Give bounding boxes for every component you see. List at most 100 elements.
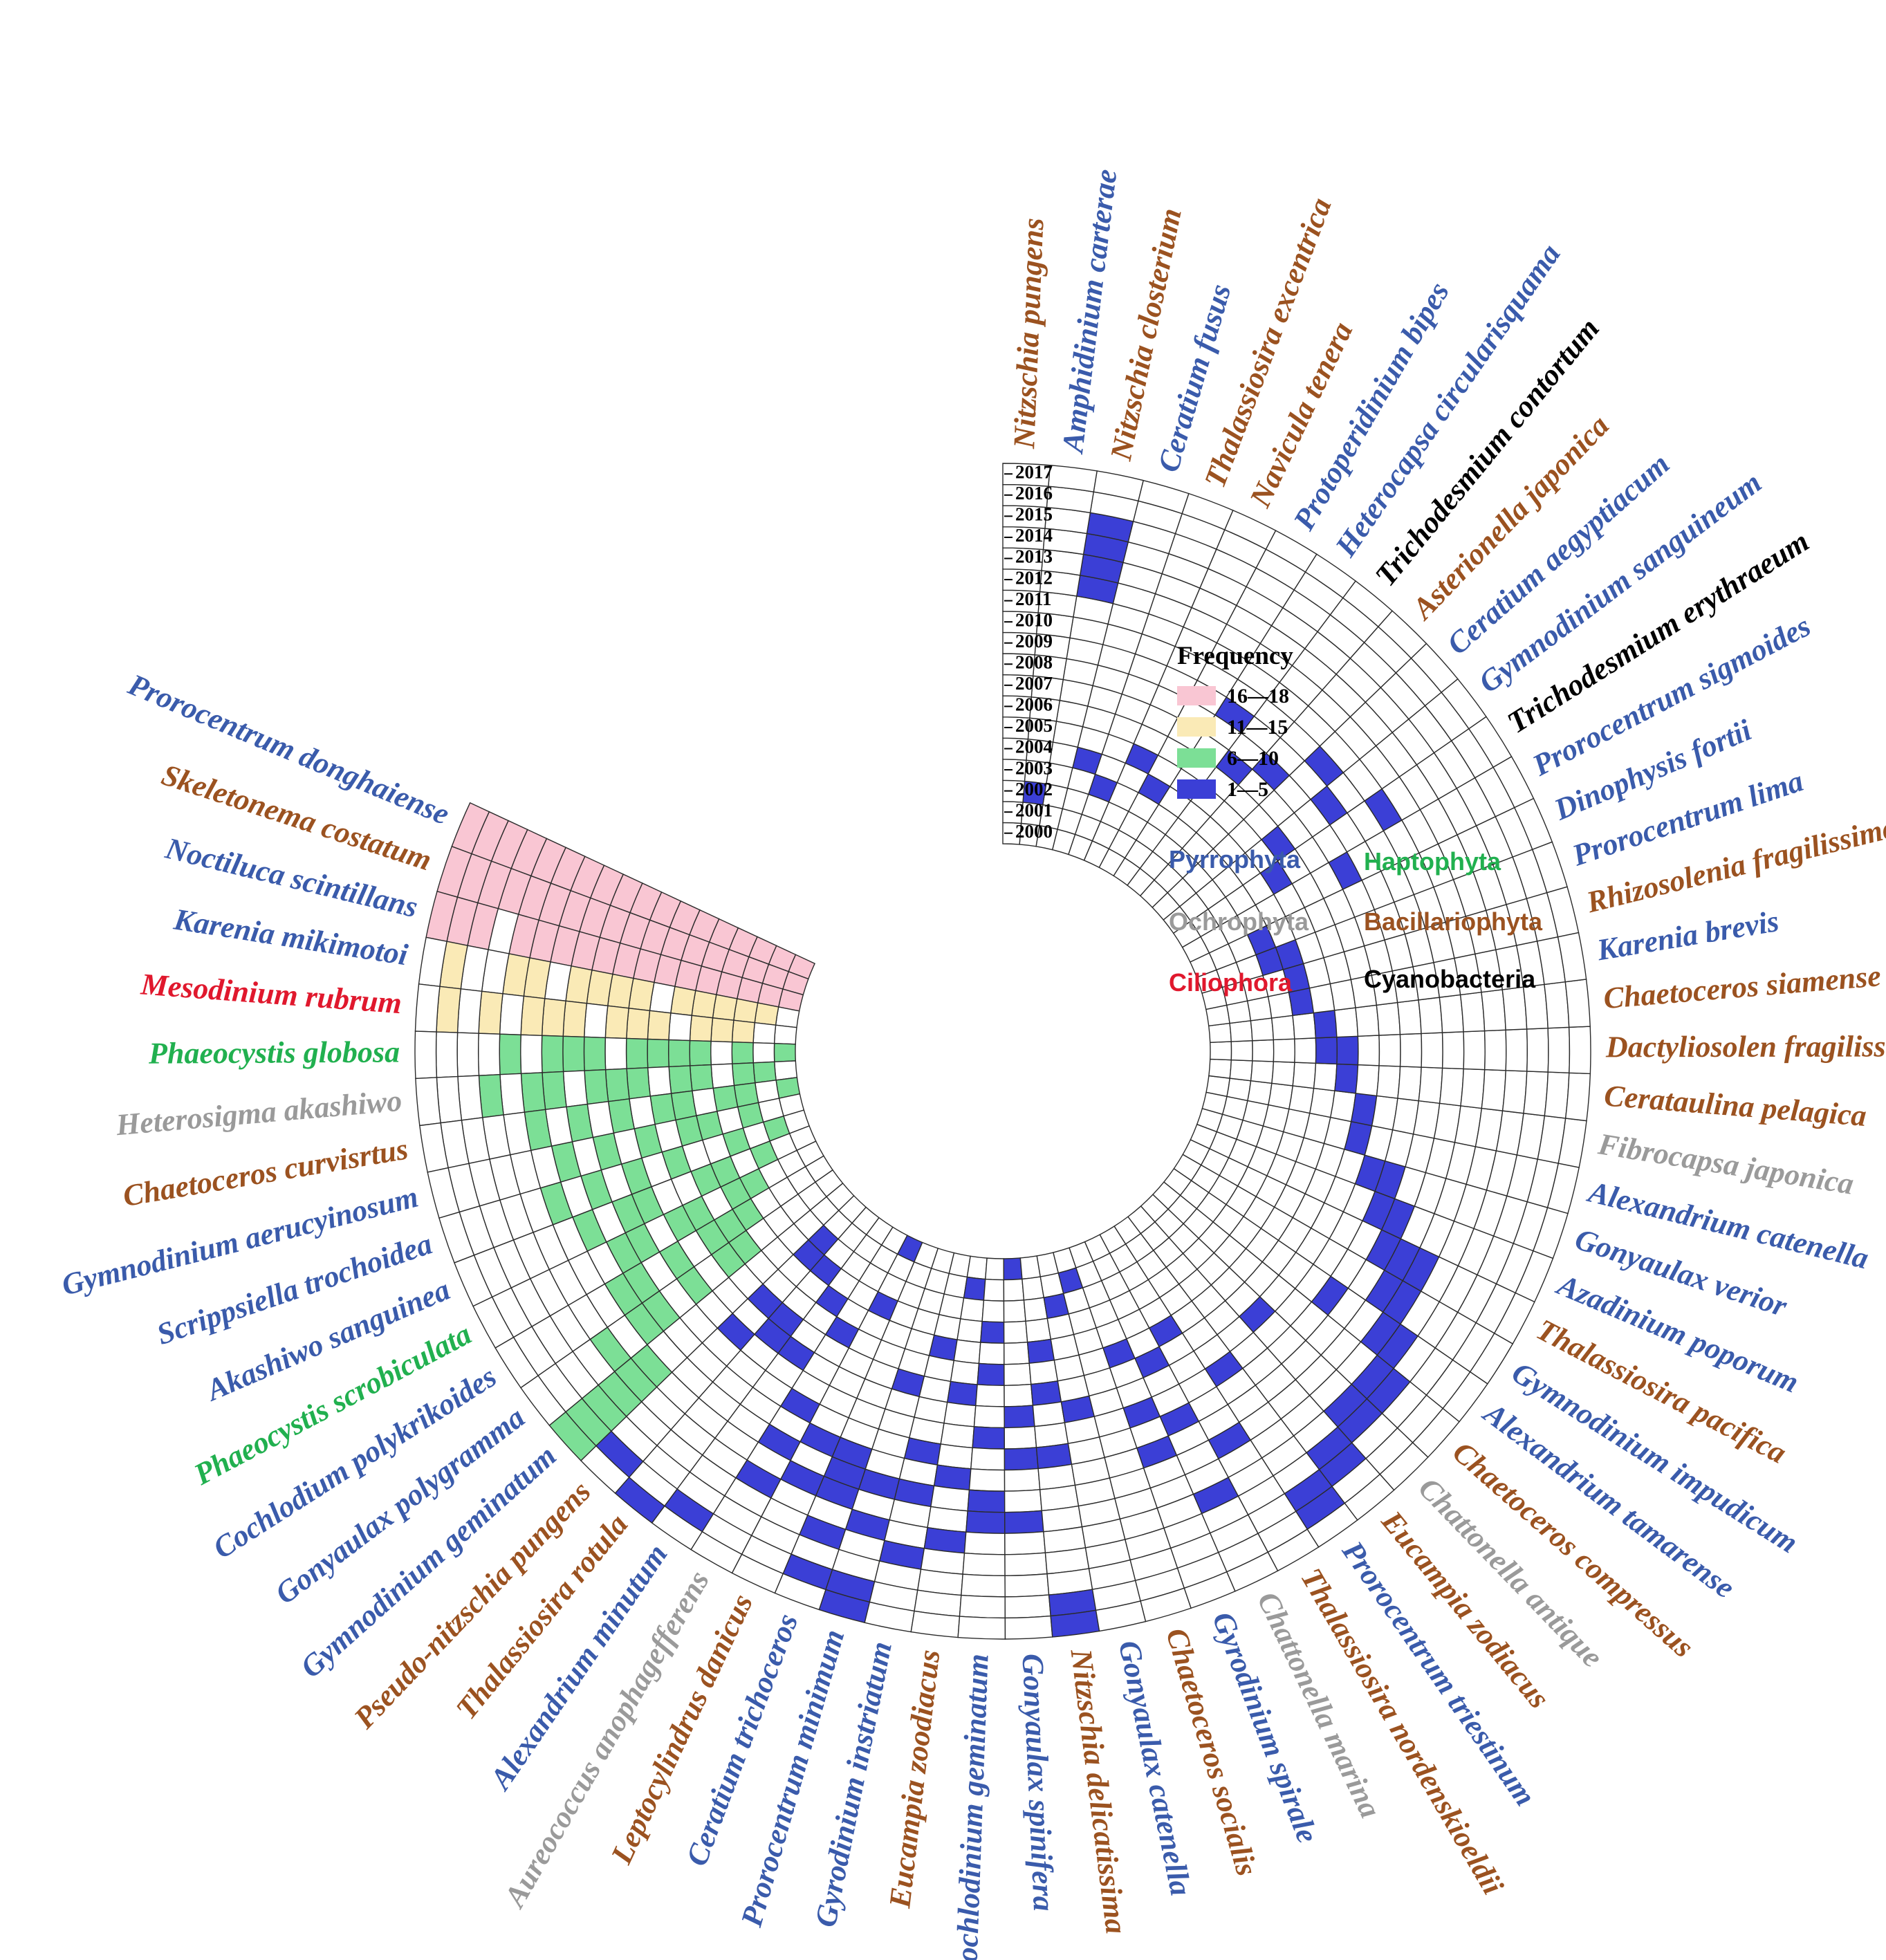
- heatmap-cell: [1441, 678, 1487, 730]
- heatmap-cell: [1004, 1425, 1037, 1450]
- heatmap-cell: [604, 1037, 627, 1071]
- year-label: 2014: [1015, 525, 1053, 546]
- heatmap-cell: [1268, 1082, 1294, 1110]
- heatmap-cell: [1140, 1587, 1192, 1622]
- legend-swatch-16-18: [1177, 686, 1216, 705]
- heatmap-cell: [1513, 797, 1553, 851]
- heatmap-cell: [1355, 1064, 1380, 1097]
- frequency-legend: Frequency 16—18 11—15 6—10 1—5: [1177, 642, 1293, 801]
- heatmap-cell: [1270, 1015, 1295, 1041]
- year-label: 2011: [1015, 589, 1052, 609]
- heatmap-cell: [752, 1061, 777, 1084]
- heatmap-cell: [960, 1297, 985, 1322]
- heatmap-cell: [1226, 1551, 1279, 1592]
- year-label: 2008: [1015, 651, 1053, 672]
- heatmap-cell: [1004, 1468, 1041, 1492]
- heatmap-cell: [472, 1296, 515, 1349]
- heatmap-cell: [1469, 1332, 1514, 1385]
- heatmap-cell: [1468, 716, 1513, 768]
- heatmap-cell: [1481, 1069, 1506, 1111]
- heatmap-cell: [689, 1015, 714, 1042]
- heatmap-cell: [1334, 1063, 1359, 1094]
- heatmap-cell: [1421, 1032, 1443, 1069]
- heatmap-cell: [454, 1255, 493, 1307]
- heatmap-cell: [985, 1257, 1005, 1281]
- heatmap-cell: [731, 1019, 756, 1044]
- heatmap-cell: [959, 1594, 1006, 1619]
- phylum-haptophyta: Haptophyta: [1364, 847, 1501, 876]
- heatmap-cell: [946, 1380, 978, 1407]
- species-label: Karenia brevis: [1594, 904, 1782, 968]
- heatmap-cell: [1030, 1380, 1062, 1406]
- heatmap-cell: [1315, 1036, 1338, 1065]
- heatmap-cell: [456, 988, 483, 1034]
- heatmap-cell: [1463, 1030, 1486, 1071]
- heatmap-cell: [980, 1320, 1005, 1344]
- species-label: Chaetoceros siamense: [1602, 959, 1883, 1015]
- heatmap-cell: [1004, 1552, 1048, 1577]
- heatmap-cell: [962, 1552, 1006, 1577]
- heatmap-cell: [1515, 1250, 1554, 1303]
- heatmap-cell: [520, 1375, 566, 1427]
- heatmap-cell: [1564, 979, 1591, 1028]
- year-label: 2003: [1015, 757, 1053, 778]
- species-label: Mesodinium rubrum: [139, 967, 403, 1020]
- phylum-cyanobacteria: Cyanobacteria: [1364, 965, 1536, 993]
- heatmap-cell: [499, 993, 525, 1035]
- heatmap-cell: [451, 802, 490, 855]
- year-axis: 2000200120022003200420052006200720082009…: [1004, 461, 1053, 842]
- heatmap-cell: [1505, 1028, 1528, 1072]
- heatmap-cell: [625, 1037, 649, 1069]
- year-label: 2015: [1015, 504, 1053, 525]
- heatmap-cell: [614, 1477, 665, 1524]
- heatmap-cell: [494, 1336, 539, 1389]
- heatmap-cell: [435, 1031, 459, 1078]
- heatmap-cell: [968, 1468, 1006, 1492]
- year-label: 2001: [1015, 799, 1053, 820]
- heatmap-cell: [647, 1010, 672, 1041]
- heatmap-cell: [651, 1505, 703, 1551]
- heatmap-cell: [733, 998, 759, 1024]
- heatmap-cell: [1418, 997, 1443, 1035]
- heatmap-cell: [1412, 1407, 1460, 1458]
- phylum-pyrrophyta: Pyrrophyta: [1169, 845, 1301, 873]
- year-label: 2013: [1015, 546, 1053, 567]
- heatmap-cell: [414, 1030, 438, 1080]
- heatmap-cell: [1313, 1010, 1338, 1039]
- legend-swatch-1-5: [1177, 779, 1216, 799]
- heatmap-cell: [418, 936, 447, 988]
- heatmap-cell: [1531, 841, 1568, 894]
- heatmap-cell: [1229, 1020, 1253, 1042]
- year-label: 2000: [1015, 821, 1053, 842]
- heatmap-cell: [1138, 479, 1190, 515]
- heatmap-cell: [957, 1616, 1006, 1640]
- heatmap-cell: [1336, 1035, 1359, 1066]
- heatmap-cell: [1546, 886, 1580, 938]
- heatmap-cell: [415, 1077, 441, 1127]
- heatmap-cell: [1568, 1026, 1591, 1075]
- heatmap-cell: [1313, 1062, 1338, 1091]
- heatmap-cell: [963, 1531, 1006, 1555]
- heatmap-cell: [436, 1075, 463, 1124]
- heatmap-cell: [1501, 1070, 1528, 1114]
- heatmap-cell: [1032, 1401, 1066, 1427]
- heatmap-cell: [943, 1401, 977, 1427]
- heatmap-cell: [499, 1073, 526, 1116]
- heatmap-cell: [965, 1510, 1006, 1534]
- heatmap-cell: [1003, 1278, 1025, 1302]
- heatmap-cell: [1004, 1362, 1032, 1387]
- heatmap-cell: [754, 1002, 779, 1026]
- heatmap-cell: [773, 1043, 797, 1063]
- legend-swatch-11-15: [1177, 717, 1216, 737]
- heatmap-cell: [818, 1589, 871, 1624]
- heatmap-cell: [731, 1041, 755, 1064]
- heatmap-cell: [456, 1032, 480, 1078]
- heatmap-cell: [436, 986, 462, 1033]
- heatmap-cell: [1501, 986, 1528, 1030]
- heatmap-cell: [1493, 1292, 1535, 1344]
- heatmap-cell: [1048, 464, 1098, 492]
- heatmap-cell: [1205, 1075, 1231, 1098]
- heatmap-cell: [1396, 999, 1422, 1035]
- heatmap-cell: [774, 1573, 826, 1611]
